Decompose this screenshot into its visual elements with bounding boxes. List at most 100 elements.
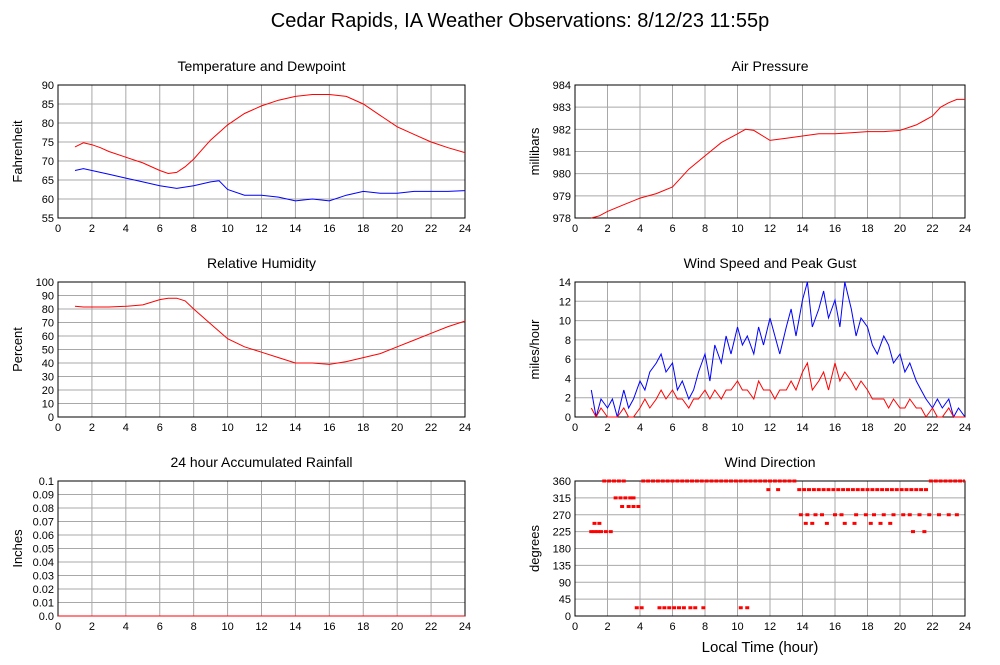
data-point [701, 606, 706, 610]
x-tick-label: 0 [572, 621, 578, 633]
data-point [729, 479, 733, 483]
y-tick-label: 0.03 [33, 571, 54, 583]
x-tick-label: 4 [123, 223, 129, 235]
x-tick-label: 12 [764, 422, 776, 434]
x-tick-label: 14 [289, 223, 301, 235]
data-point [881, 513, 886, 517]
chart-panel-1: Temperature and Dewpoint5560657075808590… [10, 58, 471, 235]
data-point [958, 479, 963, 483]
x-tick-label: 10 [221, 223, 233, 235]
x-tick-label: 2 [604, 621, 610, 633]
x-tick-label: 16 [829, 422, 841, 434]
y-tick-label: 984 [553, 80, 571, 92]
y-axis-label: Percent [10, 327, 25, 372]
y-tick-label: 10 [559, 316, 571, 328]
data-point [694, 479, 699, 483]
data-point [805, 513, 810, 517]
x-axis-title: Local Time (hour) [702, 639, 819, 656]
x-tick-label: 4 [637, 223, 643, 235]
data-point [618, 496, 623, 500]
y-tick-label: 983 [553, 102, 571, 114]
data-point [766, 488, 771, 492]
y-tick-label: 20 [42, 385, 54, 397]
data-point [613, 496, 618, 500]
data-point [677, 606, 681, 610]
data-point [954, 513, 959, 517]
x-tick-label: 14 [796, 223, 808, 235]
data-point [938, 479, 943, 483]
x-tick-label: 10 [731, 621, 743, 633]
x-tick-label: 4 [637, 621, 643, 633]
x-tick-label: 20 [894, 422, 906, 434]
y-tick-label: 85 [42, 99, 54, 111]
x-tick-label: 22 [926, 621, 938, 633]
data-point [836, 488, 841, 492]
data-point [928, 479, 933, 483]
data-point [943, 479, 948, 483]
data-point [821, 488, 826, 492]
page-title: Cedar Rapids, IA Weather Observations: 8… [271, 10, 769, 32]
data-point [623, 496, 628, 500]
data-point [680, 479, 685, 483]
data-point [688, 606, 693, 610]
data-point [885, 488, 889, 492]
x-tick-label: 22 [926, 223, 938, 235]
data-point [875, 488, 880, 492]
data-point [854, 513, 859, 517]
data-point [894, 488, 899, 492]
plot-frame [57, 281, 466, 418]
x-tick-label: 10 [221, 422, 233, 434]
data-point [824, 521, 829, 525]
data-point [868, 521, 873, 525]
data-point [787, 479, 792, 483]
data-point [872, 513, 876, 517]
data-point [693, 606, 698, 610]
y-tick-label: 980 [553, 169, 571, 181]
y-tick-label: 979 [553, 191, 571, 203]
x-tick-label: 16 [829, 621, 841, 633]
y-tick-label: 982 [553, 124, 571, 136]
y-tick-label: 0.01 [33, 598, 54, 610]
x-tick-label: 18 [861, 422, 873, 434]
data-point [597, 521, 602, 525]
data-point [826, 488, 831, 492]
data-point [685, 479, 690, 483]
x-tick-label: 24 [959, 422, 971, 434]
y-tick-label: 0 [48, 412, 54, 424]
data-point [672, 606, 677, 610]
data-point [802, 488, 807, 492]
x-tick-label: 0 [572, 223, 578, 235]
panel-title: Relative Humidity [207, 255, 316, 271]
y-axis-label: miles/hour [527, 319, 542, 380]
x-tick-label: 18 [357, 223, 369, 235]
x-tick-label: 18 [861, 223, 873, 235]
data-point [810, 521, 815, 525]
data-point [599, 530, 603, 534]
data-point [670, 479, 675, 483]
panel-title: Wind Direction [724, 454, 815, 470]
data-point [924, 488, 928, 492]
y-tick-label: 6 [565, 354, 571, 366]
y-tick-label: 75 [42, 137, 54, 149]
plot-frame [574, 281, 966, 418]
data-point [595, 530, 600, 534]
data-point [792, 479, 797, 483]
data-point [899, 488, 904, 492]
x-tick-label: 20 [391, 223, 403, 235]
panel-title: 24 hour Accumulated Rainfall [170, 454, 352, 470]
x-tick-label: 18 [861, 621, 873, 633]
data-point [631, 496, 636, 500]
x-tick-label: 12 [255, 422, 267, 434]
y-tick-label: 40 [42, 358, 54, 370]
data-point [690, 479, 694, 483]
x-tick-label: 4 [123, 422, 129, 434]
data-point [927, 513, 932, 517]
data-point [628, 496, 633, 500]
x-tick-label: 8 [702, 223, 708, 235]
y-tick-label: 8 [565, 335, 571, 347]
y-tick-label: 4 [565, 373, 571, 385]
data-point [662, 606, 667, 610]
data-point [738, 606, 743, 610]
x-tick-label: 20 [391, 422, 403, 434]
data-point [852, 521, 857, 525]
